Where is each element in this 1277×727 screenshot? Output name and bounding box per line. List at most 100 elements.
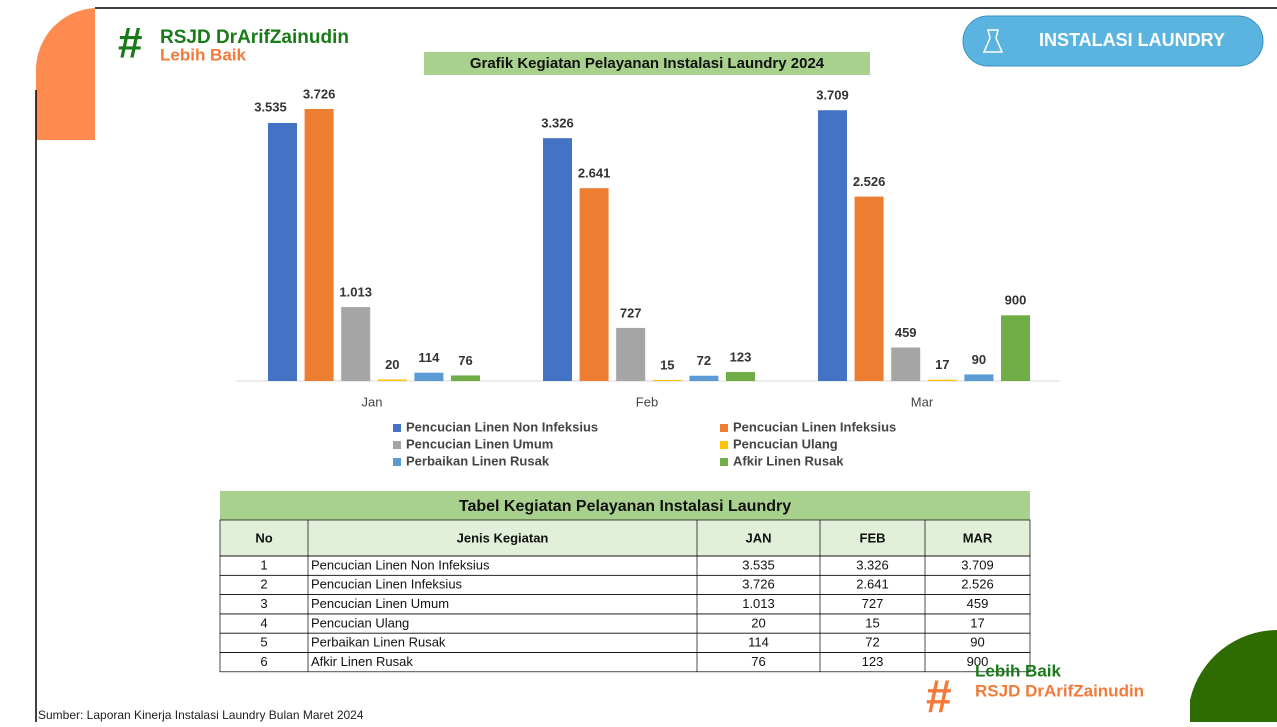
bar [304,109,334,381]
table-cell: 76 [751,654,765,669]
logo-text: RSJD DrArifZainudin [160,27,349,48]
bar [726,372,755,381]
bar [652,379,682,381]
logo-hash: # [118,19,142,68]
legend-swatch [393,424,401,432]
table-cell: 727 [862,596,884,611]
legend-label: Pencucian Ulang [733,436,838,451]
corner-shape [1190,630,1277,722]
data-label: 15 [660,357,674,372]
legend-label: Perbaikan Linen Rusak [406,453,550,468]
table-header: FEB [860,530,886,545]
data-label: 2.641 [578,166,611,181]
table-cell: 1.013 [742,596,775,611]
legend-swatch [720,458,728,466]
table-cell: 900 [967,654,989,669]
table-title: Tabel Kegiatan Pelayanan Instalasi Laund… [459,498,791,515]
logo-hash: # [926,670,952,722]
table-title-bg [220,491,1030,520]
button-icon [982,29,1004,53]
data-label: 459 [895,325,917,340]
table-cell: 2 [260,577,267,592]
data-label: 900 [1005,293,1027,308]
table-cell: 72 [865,635,879,650]
legend-swatch [393,458,401,466]
data-label: 20 [385,357,399,372]
table-cell: 3.726 [742,577,775,592]
legend-label: Pencucian Linen Umum [406,436,553,451]
table-header-bg [219,519,1031,557]
data-label: 123 [730,349,752,364]
logo-text: RSJD DrArifZainudin [975,681,1144,700]
title-box [424,52,870,75]
bar [341,307,371,381]
table-cell: 20 [751,615,765,630]
bar [579,188,609,381]
bar [927,379,957,381]
bar [377,379,407,381]
bar [268,122,297,381]
table-cell: 114 [748,635,769,650]
bar [414,372,444,381]
table-cell: Pencucian Linen Umum [311,596,449,611]
table-cell: 15 [865,615,879,630]
data-label: 72 [697,353,711,368]
table-cell: 1 [260,557,267,572]
data-label: 727 [620,305,642,320]
source-note: Sumber: Laporan Kinerja Instalasi Laundr… [38,708,364,722]
data-label: 17 [935,357,949,372]
table-header: No [255,530,272,545]
table-cell: Pencucian Linen Non Infeksius [311,557,490,572]
table-header: JAN [745,530,771,545]
data-label: 3.535 [254,99,287,114]
table-cell: 123 [862,654,884,669]
legend-swatch [393,441,401,449]
table-row [219,652,1031,673]
data-label: 1.013 [339,284,372,299]
table-cell: Pencucian Ulang [311,615,409,630]
table-cell: 90 [970,635,984,650]
x-tick-label: Jan [362,394,383,409]
legend-label: Pencucian Linen Non Infeksius [406,419,598,434]
bar [964,374,994,381]
table-cell: 3.535 [742,557,775,572]
table-header: Jenis Kegiatan [457,530,549,545]
legend-swatch [720,424,728,432]
table-cell: 2.641 [856,577,889,592]
logo-text: Lebih Baik [160,45,247,64]
table-cell: Pencucian Linen Infeksius [311,577,463,592]
button-label: INSTALASI LAUNDRY [1039,30,1225,50]
bar [689,375,719,381]
table-cell: 3 [260,596,267,611]
corner-shape [35,8,95,140]
table-cell: 17 [970,615,984,630]
data-label: 3.326 [541,116,574,131]
legend-label: Afkir Linen Rusak [733,453,844,468]
bar [451,375,480,381]
data-label: 3.726 [303,86,336,101]
legend-swatch [720,441,728,449]
section-button[interactable] [962,15,1264,67]
table-cell: 3.709 [961,557,994,572]
table-cell: 6 [260,654,267,669]
data-label: 114 [418,350,440,365]
table-cell: 3.326 [856,557,889,572]
table-cell: 5 [260,635,267,650]
data-label: 76 [458,353,472,368]
bar [818,110,847,381]
table-cell: 2.526 [961,577,994,592]
table-cell: 4 [260,615,267,630]
bar [1001,315,1030,381]
data-label: 2.526 [853,174,886,189]
x-tick-label: Mar [911,394,934,409]
data-label: 3.709 [816,88,849,103]
table-header: MAR [963,530,993,545]
table-cell: Afkir Linen Rusak [311,654,413,669]
table-cell: Perbaikan Linen Rusak [311,635,446,650]
chart-title: Grafik Kegiatan Pelayanan Instalasi Laun… [470,55,825,72]
table-cell: 459 [967,596,989,611]
bar [543,138,572,381]
logo-text: Lebih Baik [975,661,1062,680]
bar [891,347,921,381]
